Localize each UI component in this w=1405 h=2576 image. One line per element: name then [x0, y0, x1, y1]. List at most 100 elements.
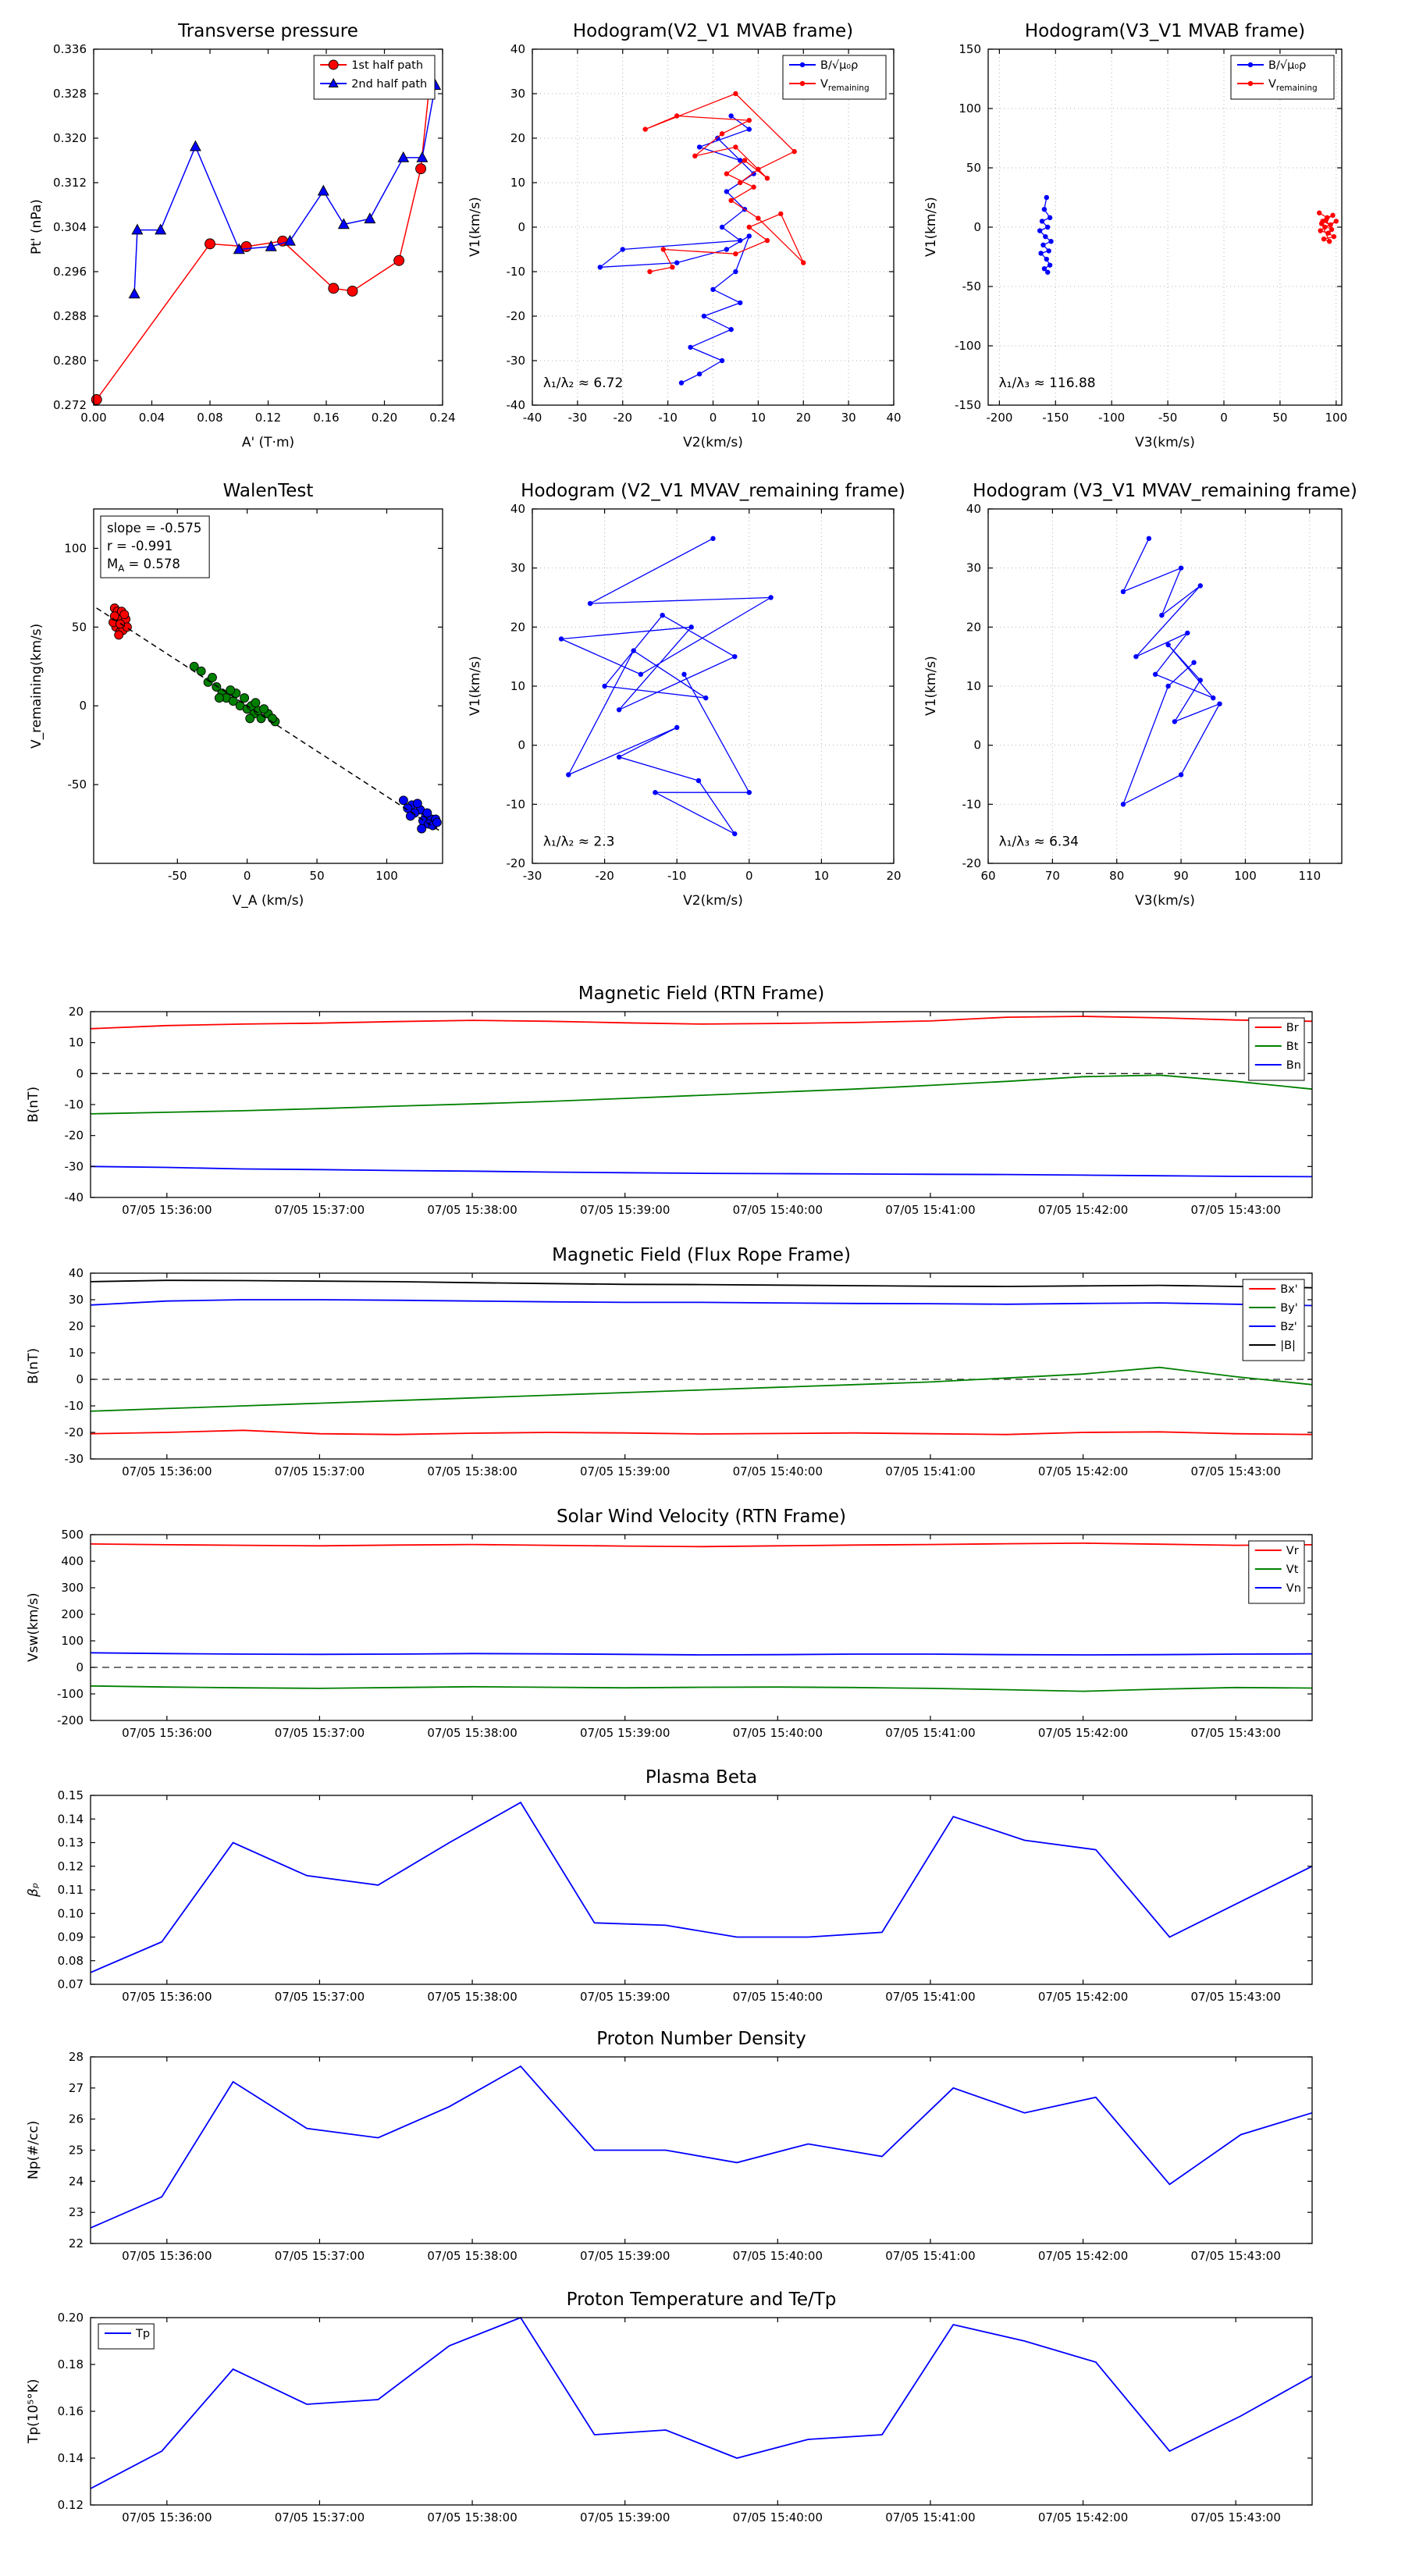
plot-area: 07/05 15:36:00 07/05 15:37:00 07/05 15:38:…: [57, 1528, 1313, 1740]
svg-text:20: 20: [966, 620, 981, 634]
svg-text:50: 50: [310, 869, 325, 883]
svg-text:07/05 15:43:00: 07/05 15:43:00: [1191, 1464, 1281, 1478]
svg-text:-20: -20: [65, 1129, 84, 1143]
svg-text:0.272: 0.272: [53, 398, 87, 412]
svg-text:110: 110: [1298, 869, 1321, 883]
svg-text:07/05 15:43:00: 07/05 15:43:00: [1191, 2249, 1281, 2263]
svg-text:0.280: 0.280: [53, 354, 87, 368]
svg-text:07/05 15:38:00: 07/05 15:38:00: [427, 2249, 517, 2263]
plot-area: 07/05 15:36:00 07/05 15:37:00 07/05 15:38:…: [65, 1266, 1313, 1478]
svg-text:10: 10: [69, 1036, 84, 1050]
y-axis-label: V1(km/s): [923, 197, 939, 258]
svg-text:10: 10: [751, 411, 766, 425]
svg-text:07/05 15:36:00: 07/05 15:36:00: [122, 1203, 212, 1217]
chart-title: Proton Temperature and Te/Tp: [566, 2290, 837, 2310]
series-vn: [90, 1652, 1313, 1656]
series-b-: [597, 113, 756, 386]
svg-text:Vn: Vn: [1286, 1582, 1301, 1595]
svg-text:0.04: 0.04: [139, 411, 165, 425]
svg-text:07/05 15:40:00: 07/05 15:40:00: [733, 1464, 823, 1478]
svg-text:07/05 15:41:00: 07/05 15:41:00: [885, 1990, 975, 2004]
svg-text:λ₁/λ₃ ≈ 116.88: λ₁/λ₃ ≈ 116.88: [999, 375, 1096, 391]
series-v-remaining: [642, 91, 806, 275]
annotation: slope = -0.575 r = -0.991 MA​ = 0.578: [100, 515, 210, 578]
svg-text:0.14: 0.14: [58, 2451, 84, 2465]
svg-text:-30: -30: [568, 411, 588, 425]
chart-title: WalenTest: [222, 481, 314, 501]
y-axis-label: βₚ: [26, 1882, 41, 1898]
svg-text:-100: -100: [955, 339, 981, 353]
svg-text:0.20: 0.20: [58, 2311, 84, 2325]
svg-text:0.14: 0.14: [58, 1812, 84, 1826]
series-2: [398, 795, 442, 834]
svg-text:0: 0: [518, 220, 525, 234]
svg-text:26: 26: [69, 2112, 84, 2126]
svg-text:07/05 15:40:00: 07/05 15:40:00: [733, 2510, 823, 2524]
axes: 0.00 0.04 0.08 0.12 0.16 0.20 0.24 0.272 0.280 0.…: [53, 42, 456, 425]
plasma-beta-chart: Plasma Beta βₚ 07/05 15:36:00 07/05 15:37…: [26, 1767, 1313, 2004]
series-0: [90, 2065, 1313, 2229]
svg-text:30: 30: [841, 411, 856, 425]
axes: 07/05 15:36:00 07/05 15:37:00 07/05 15:38:…: [58, 1788, 1313, 2004]
series-0: [90, 1801, 1313, 1973]
plot-area: -200 -150 -100 -50 0 50 100 -150 -100 -50 0 50 100 15…: [955, 42, 1347, 425]
x-axis-label: V3(km/s): [1135, 435, 1195, 450]
svg-text:100: 100: [1234, 869, 1257, 883]
legend: Tp: [98, 2323, 155, 2350]
svg-text:10: 10: [510, 176, 525, 190]
svg-text:07/05 15:42:00: 07/05 15:42:00: [1038, 2249, 1128, 2263]
svg-text:07/05 15:38:00: 07/05 15:38:00: [427, 1726, 517, 1740]
plot-area: 0.00 0.04 0.08 0.12 0.16 0.20 0.24 0.272 0.280 0.…: [53, 42, 456, 425]
svg-text:0.288: 0.288: [53, 309, 87, 323]
svg-text:80: 80: [1109, 869, 1124, 883]
svg-text:-40: -40: [523, 411, 542, 425]
svg-text:-200: -200: [57, 1713, 84, 1727]
svg-text:07/05 15:40:00: 07/05 15:40:00: [733, 1726, 823, 1740]
svg-text:-20: -20: [65, 1425, 84, 1439]
svg-text:07/05 15:43:00: 07/05 15:43:00: [1191, 1203, 1281, 1217]
svg-text:0.312: 0.312: [53, 176, 87, 190]
svg-text:-100: -100: [1098, 411, 1125, 425]
svg-text:-200: -200: [986, 411, 1012, 425]
plot-area: 07/05 15:36:00 07/05 15:37:00 07/05 15:38:…: [65, 1005, 1313, 1217]
y-axis-label: V1(km/s): [468, 197, 483, 258]
plot-area: 60 70 80 90 100 110 -20 -10 0 10 20 30 40 λ₁/λ₃ ≈ 6.3…: [962, 502, 1343, 883]
legend: B/√μ₀ρ Vremaining​: [782, 55, 887, 100]
svg-text:07/05 15:38:00: 07/05 15:38:00: [427, 1203, 517, 1217]
svg-text:-10: -10: [962, 797, 982, 811]
annotation: λ₁/λ₂ ≈ 2.3: [543, 834, 615, 849]
series-vr: [90, 1542, 1313, 1548]
hodogram-v2v1-mvab-chart: Hodogram(V2_V1 MVAB frame) V1(km/s) V2(k…: [468, 21, 902, 450]
svg-text:100: 100: [64, 541, 87, 555]
svg-text:Bn: Bn: [1286, 1059, 1301, 1072]
plot-area: 07/05 15:36:00 07/05 15:37:00 07/05 15:38:…: [58, 1788, 1313, 2004]
legend: Bx' By' Bz' |B|: [1242, 1279, 1305, 1361]
svg-text:-50: -50: [68, 777, 87, 792]
series-1: [189, 661, 280, 727]
svg-text:0.15: 0.15: [58, 1788, 84, 1802]
hodogram-v3v1-mvab-chart: Hodogram(V3_V1 MVAB frame) V1(km/s) V3(k…: [923, 21, 1347, 450]
svg-text:0: 0: [518, 738, 525, 753]
proton-temperature-chart: Proton Temperature and Te/Tp Tp(10⁵°K) 0…: [26, 2290, 1313, 2524]
svg-text:-10: -10: [65, 1399, 84, 1413]
svg-text:-50: -50: [1158, 411, 1178, 425]
series-vt: [90, 1685, 1313, 1692]
svg-text:500: 500: [61, 1528, 84, 1542]
axes: 07/05 15:36:00 07/05 15:37:00 07/05 15:38:…: [69, 2050, 1313, 2263]
svg-text:07/05 15:42:00: 07/05 15:42:00: [1038, 1464, 1128, 1478]
svg-text:20: 20: [69, 1005, 84, 1019]
svg-text:07/05 15:37:00: 07/05 15:37:00: [275, 2510, 365, 2524]
svg-text:-30: -30: [523, 869, 542, 883]
svg-text:|B|: |B|: [1280, 1340, 1296, 1352]
x-axis-label: V2(km/s): [683, 893, 743, 909]
svg-text:10: 10: [510, 679, 525, 693]
series--b-: [90, 1279, 1313, 1289]
chart-title: Plasma Beta: [645, 1767, 758, 1788]
svg-text:07/05 15:37:00: 07/05 15:37:00: [275, 1726, 365, 1740]
axes: 07/05 15:36:00 07/05 15:37:00 07/05 15:38:…: [65, 1005, 1313, 1217]
svg-text:Tp: Tp: [135, 2328, 150, 2340]
svg-text:-10: -10: [65, 1098, 84, 1112]
svg-text:07/05 15:42:00: 07/05 15:42:00: [1038, 1990, 1128, 2004]
svg-text:0: 0: [973, 738, 981, 753]
